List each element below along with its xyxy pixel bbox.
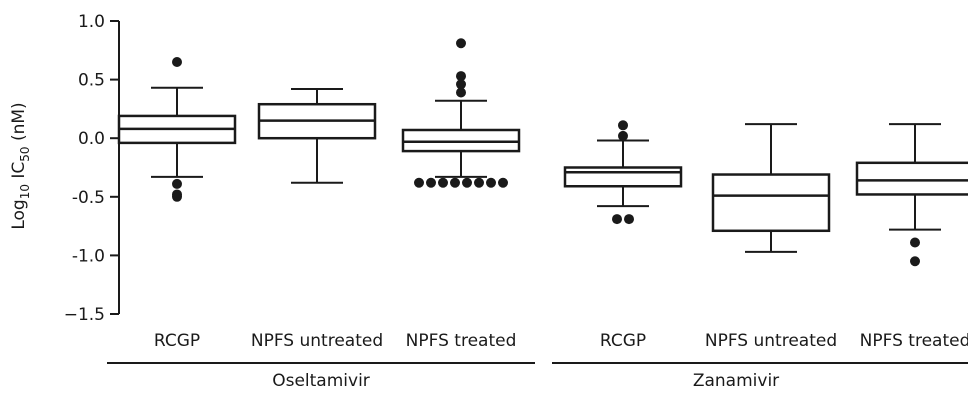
y-tick-label: 0.5 <box>78 71 105 91</box>
box-oseltamivir-npfs-treated <box>401 38 521 188</box>
outlier-point <box>456 71 466 82</box>
y-tick-label: −1.5 <box>64 305 105 325</box>
box-zanamivir-npfs-untreated <box>711 123 831 253</box>
outlier-point <box>624 214 634 225</box>
y-axis-title: Log10 IC50 (nM) <box>9 102 32 229</box>
iqr-box <box>563 166 683 188</box>
outlier-point <box>456 38 466 49</box>
outlier-point <box>438 177 448 188</box>
boxes <box>117 38 968 267</box>
outlier-point <box>456 87 466 98</box>
outlier-point <box>414 177 424 188</box>
group-label: Oseltamivir <box>272 371 370 391</box>
outlier-point <box>618 130 628 141</box>
box-oseltamivir-npfs-untreated <box>257 87 377 184</box>
outlier-point <box>910 237 920 248</box>
iqr-box <box>855 161 968 196</box>
outlier-point <box>450 177 460 188</box>
y-axis-title-ic-sub: 50 <box>18 146 32 161</box>
outlier-point <box>618 120 628 131</box>
y-tick-label: -1.0 <box>72 246 105 266</box>
x-category-label: NPFS treated <box>406 331 517 351</box>
box-oseltamivir-rcgp <box>117 57 237 202</box>
outlier-point <box>498 177 508 188</box>
outlier-point <box>172 178 182 189</box>
box-zanamivir-npfs-treated <box>855 123 968 267</box>
y-tick-label: 0.0 <box>78 129 105 149</box>
y-axis-title-sub: 10 <box>18 184 32 199</box>
x-labels: RCGP NPFS untreated NPFS treated RCGP NPFS u… <box>107 331 968 391</box>
y-axis-title-ic: IC <box>9 162 29 184</box>
axes: 1.0 0.5 0.0 -0.5 -1.0 −1.5 <box>64 12 120 325</box>
outlier-point <box>426 177 436 188</box>
y-axis-title-main: Log <box>9 199 29 229</box>
x-category-label: RCGP <box>154 331 200 351</box>
outlier-point <box>456 79 466 90</box>
x-category-label: NPFS treated <box>860 331 968 351</box>
y-tick-label: 1.0 <box>78 12 105 32</box>
group-label: Zanamivir <box>693 371 779 391</box>
outlier-point <box>910 256 920 267</box>
outlier-point <box>172 191 182 202</box>
y-axis-title-unit: (nM) <box>9 102 29 146</box>
outlier-point <box>172 57 182 68</box>
outlier-point <box>612 214 622 225</box>
box-zanamivir-rcgp <box>563 120 683 225</box>
outlier-point <box>486 177 496 188</box>
svg-text:Log10 IC50 (nM): Log10 IC50 (nM) <box>9 102 32 229</box>
x-category-label: RCGP <box>600 331 646 351</box>
x-category-label: NPFS untreated <box>251 331 383 351</box>
outlier-point <box>474 177 484 188</box>
outlier-point <box>462 177 472 188</box>
y-tick-label: -0.5 <box>72 188 105 208</box>
iqr-box <box>711 173 831 233</box>
x-category-label: NPFS untreated <box>705 331 837 351</box>
